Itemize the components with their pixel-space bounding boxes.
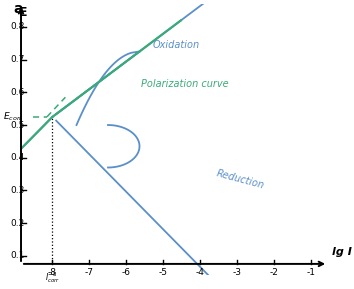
Text: -1: -1 <box>307 268 316 277</box>
Text: 0.1: 0.1 <box>11 251 25 260</box>
Text: -3: -3 <box>233 268 242 277</box>
Text: Oxidation: Oxidation <box>152 40 199 50</box>
Text: -7: -7 <box>85 268 94 277</box>
Text: 0.5: 0.5 <box>11 121 25 129</box>
Text: 0.6: 0.6 <box>11 88 25 97</box>
Text: Polarization curve: Polarization curve <box>141 79 229 89</box>
Text: a: a <box>13 3 23 16</box>
Text: Reduction: Reduction <box>215 168 266 191</box>
Text: -8: -8 <box>48 268 57 277</box>
Text: -4: -4 <box>196 268 205 277</box>
Text: lg I: lg I <box>332 247 352 257</box>
Text: -6: -6 <box>122 268 131 277</box>
Text: 0.3: 0.3 <box>11 186 25 195</box>
Text: 0.2: 0.2 <box>11 218 25 227</box>
Text: -5: -5 <box>159 268 168 277</box>
Text: 0.7: 0.7 <box>11 55 25 64</box>
Text: -2: -2 <box>270 268 279 277</box>
Text: $I^{-8}_{corr}$: $I^{-8}_{corr}$ <box>45 271 60 285</box>
Text: 0.8: 0.8 <box>11 23 25 32</box>
Text: $E_{corr}$: $E_{corr}$ <box>3 111 24 123</box>
Text: E: E <box>19 6 28 19</box>
Text: 0.4: 0.4 <box>11 153 25 162</box>
